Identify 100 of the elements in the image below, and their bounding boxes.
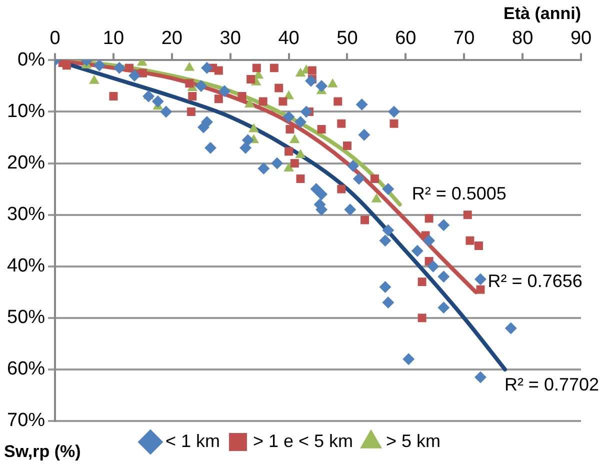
- point: [214, 66, 223, 75]
- point: [344, 204, 356, 216]
- x-tick-label: 30: [220, 28, 241, 50]
- point: [334, 97, 342, 106]
- legend-label: < 1 km: [165, 430, 220, 451]
- y-tick-label: 50%: [6, 307, 46, 328]
- point: [185, 79, 194, 88]
- point: [218, 85, 231, 98]
- point: [88, 74, 100, 84]
- x-tick-label: 70: [454, 28, 475, 50]
- x-tick-label: 0: [50, 28, 60, 50]
- point: [270, 64, 278, 72]
- point: [402, 353, 415, 366]
- point: [358, 128, 370, 141]
- point: [474, 371, 486, 384]
- point: [316, 188, 328, 200]
- point: [438, 219, 450, 232]
- point: [360, 216, 370, 224]
- point: [93, 60, 106, 72]
- point: [238, 92, 246, 101]
- x-tick-label: 40: [278, 28, 300, 50]
- y-tick-label: 70%: [6, 410, 46, 432]
- point: [204, 142, 216, 154]
- point: [214, 94, 223, 104]
- point: [195, 80, 208, 92]
- point: [258, 162, 270, 174]
- legend-label: > 5 km: [386, 430, 441, 451]
- x-tick-label: 60: [395, 28, 416, 50]
- point: [271, 157, 284, 170]
- point: [109, 92, 118, 101]
- point: [424, 214, 434, 223]
- legend-label: > 1 e < 5 km: [252, 430, 354, 451]
- point: [474, 242, 483, 250]
- point: [295, 149, 306, 158]
- point: [258, 97, 268, 106]
- point: [337, 184, 346, 194]
- y-tick-label: 60%: [6, 358, 46, 380]
- point: [379, 234, 392, 247]
- point: [504, 322, 517, 334]
- point: [246, 75, 256, 84]
- y-tick-label: 20%: [6, 152, 46, 174]
- point: [282, 110, 295, 123]
- point: [379, 280, 392, 293]
- x-axis-title: Età (anni): [504, 4, 581, 23]
- point: [356, 98, 368, 111]
- point: [142, 90, 155, 102]
- x-tick-label: 10: [102, 28, 124, 50]
- point: [248, 123, 259, 132]
- point: [186, 108, 196, 116]
- point: [438, 270, 450, 283]
- y-tick-label: 30%: [6, 204, 46, 226]
- y-tick-label: 40%: [6, 256, 46, 277]
- point: [278, 97, 288, 106]
- point: [296, 174, 305, 183]
- point: [286, 125, 294, 134]
- point: [370, 174, 379, 183]
- point: [289, 134, 300, 144]
- point: [411, 244, 424, 257]
- point: [427, 260, 440, 272]
- point: [160, 106, 172, 118]
- point: [290, 159, 299, 168]
- point: [463, 210, 472, 220]
- point: [244, 98, 255, 108]
- point: [125, 64, 134, 72]
- x-tick-label: 80: [512, 28, 534, 50]
- point: [466, 236, 474, 245]
- point: [337, 119, 346, 128]
- point: [476, 285, 485, 294]
- point: [327, 78, 338, 88]
- point: [382, 224, 394, 236]
- point: [252, 64, 261, 72]
- line-series: [55, 60, 508, 372]
- point: [300, 106, 312, 118]
- annotation: R² = 0.5005: [412, 183, 506, 204]
- point: [390, 119, 398, 128]
- point: [284, 147, 294, 156]
- point: [188, 92, 197, 101]
- point: [388, 106, 400, 118]
- point: [382, 296, 394, 308]
- point: [152, 95, 164, 108]
- point: [240, 142, 252, 154]
- point: [308, 66, 316, 75]
- point: [138, 68, 147, 78]
- annotation: R² = 0.7656: [488, 271, 582, 292]
- x-tick-label: 50: [336, 28, 358, 50]
- point: [294, 116, 306, 128]
- point: [113, 62, 126, 74]
- point: [418, 278, 426, 286]
- point: [128, 70, 141, 82]
- point: [242, 134, 254, 146]
- annotation: R² = 0.7702: [504, 374, 599, 394]
- y-axis-title: Sw,rp (%): [4, 442, 81, 462]
- x-tick-label: 90: [570, 28, 592, 50]
- point: [342, 142, 352, 150]
- point: [423, 234, 436, 247]
- y-tick-label: 10%: [6, 100, 46, 122]
- point: [382, 183, 394, 196]
- point: [418, 314, 426, 322]
- point: [62, 61, 71, 70]
- point: [316, 80, 328, 92]
